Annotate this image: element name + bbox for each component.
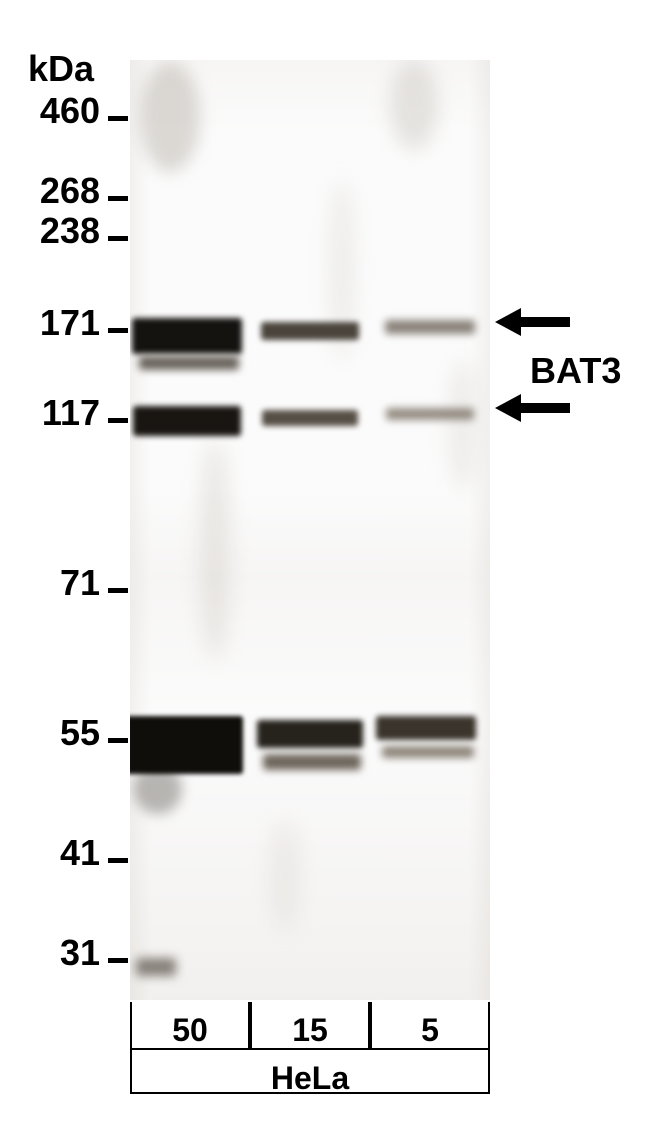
band-arrow [495,308,570,336]
protein-band [385,320,475,334]
mw-marker-tick [108,116,128,121]
mw-marker-tick [108,738,128,743]
protein-band [132,318,242,354]
lane-load-label: 15 [250,1012,370,1049]
mw-marker-label: 71 [20,562,100,604]
mw-marker-tick [108,958,128,963]
protein-band [136,958,176,976]
blot-smudge [200,440,230,660]
protein-band [139,356,239,370]
sample-group-label: HeLa [130,1060,490,1097]
lane-load-label: 50 [130,1012,250,1049]
protein-band [382,746,474,758]
protein-band [133,406,241,436]
protein-band [262,410,358,426]
blot-smudge [270,820,300,930]
protein-band [386,408,474,420]
figure-container: kDa460 268238 171 117 71 55 41 31 BAT3 50155 HeLa [0,0,650,1135]
unit-label: kDa [28,48,94,90]
protein-band [257,720,363,748]
blot-smudge [450,360,476,490]
arrow-shaft [521,317,570,327]
blot-smudge [390,60,438,150]
protein-band [376,716,476,740]
protein-band [261,322,359,340]
blot-smudge [140,62,200,172]
band-arrow [495,394,570,422]
arrow-head-icon [495,394,521,422]
arrow-head-icon [495,308,521,336]
mw-marker-tick [108,236,128,241]
mw-marker-label: 171 [20,302,100,344]
mw-marker-tick [108,858,128,863]
mw-marker-label: 117 [20,392,100,434]
protein-band [263,754,361,770]
mw-marker-label: 268 [20,170,100,212]
mw-marker-label: 31 [20,932,100,974]
protein-band [130,716,243,774]
lane-load-label: 5 [370,1012,490,1049]
mw-marker-tick [108,196,128,201]
arrow-shaft [521,403,570,413]
mw-marker-tick [108,588,128,593]
mw-marker-tick [108,418,128,423]
mw-marker-tick [108,328,128,333]
mw-marker-label: 41 [20,832,100,874]
blot-membrane [130,60,490,1000]
blot-background [130,60,490,1000]
mw-marker-label: 55 [20,712,100,754]
mw-marker-label: 460 [20,90,100,132]
mw-marker-label: 238 [20,210,100,252]
target-protein-label: BAT3 [530,350,621,392]
